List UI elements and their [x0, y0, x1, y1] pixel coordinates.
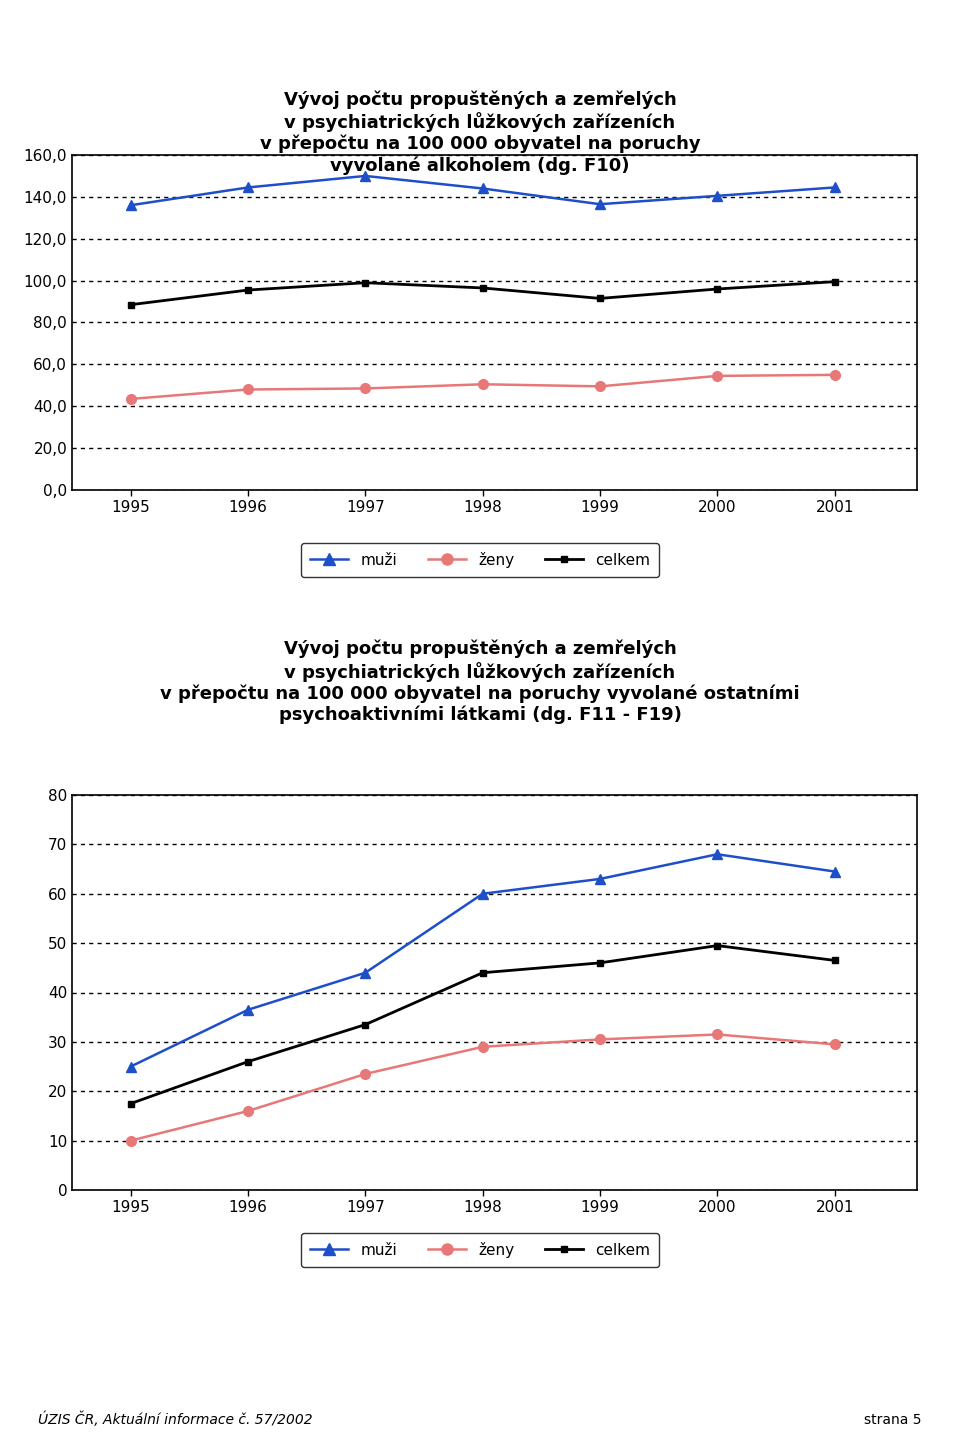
Legend: muži, ženy, celkem: muži, ženy, celkem — [300, 542, 660, 577]
Text: strana 5: strana 5 — [864, 1412, 922, 1427]
Text: Vývoj počtu propuštěných a zemřelých
v psychiatrických lůžkových zařízeních
v př: Vývoj počtu propuštěných a zemřelých v p… — [160, 639, 800, 725]
Text: Vývoj počtu propuštěných a zemřelých
v psychiatrických lůžkových zařízeních
v př: Vývoj počtu propuštěných a zemřelých v p… — [260, 90, 700, 174]
Text: ÚZIS ČR, Aktuální informace č. 57/2002: ÚZIS ČR, Aktuální informace č. 57/2002 — [38, 1411, 313, 1427]
Legend: muži, ženy, celkem: muži, ženy, celkem — [300, 1232, 660, 1267]
